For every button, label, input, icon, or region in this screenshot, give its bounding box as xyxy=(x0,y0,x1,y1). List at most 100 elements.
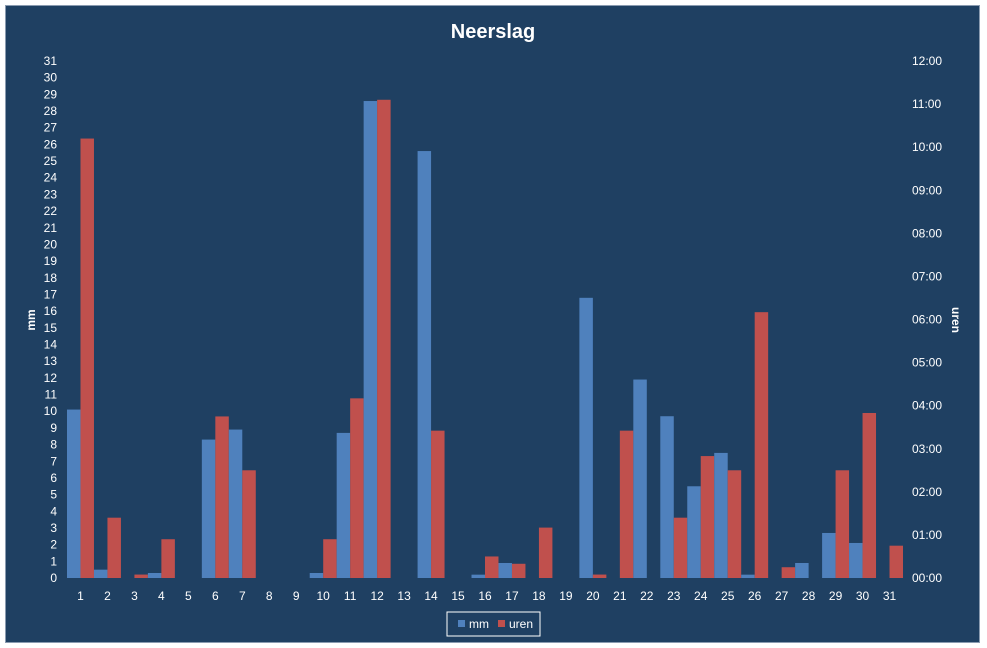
bar-mm xyxy=(633,379,647,578)
bar-uren xyxy=(242,470,256,578)
bar-uren xyxy=(781,567,796,578)
legend: mm uren xyxy=(446,611,541,637)
bar-mm xyxy=(336,432,351,578)
chart-frame xyxy=(5,5,980,643)
x-tick-label: 23 xyxy=(667,589,681,603)
bars-group xyxy=(67,99,903,579)
x-tick-label: 2 xyxy=(104,589,111,603)
bar-uren xyxy=(161,539,175,578)
x-tick-label: 10 xyxy=(317,589,331,603)
x-tick-label: 29 xyxy=(829,589,843,603)
x-tick-label: 7 xyxy=(239,589,246,603)
left-tick-label: 17 xyxy=(44,287,58,301)
x-tick-label: 30 xyxy=(856,589,870,603)
left-tick-label: 12 xyxy=(44,371,58,385)
right-tick-label: 10:00 xyxy=(912,140,942,154)
x-tick-label: 9 xyxy=(293,589,300,603)
bar-mm xyxy=(714,452,728,578)
left-tick-label: 7 xyxy=(50,454,57,468)
bar-mm xyxy=(201,439,216,578)
left-tick-label: 24 xyxy=(44,171,58,185)
left-tick-label: 27 xyxy=(44,121,58,135)
bar-uren xyxy=(323,539,337,578)
x-tick-label: 21 xyxy=(613,589,627,603)
chart-title: Neerslag xyxy=(451,21,536,43)
x-tick-label: 12 xyxy=(370,589,384,603)
right-tick-label: 03:00 xyxy=(912,442,942,456)
bar-mm xyxy=(849,542,863,578)
left-tick-label: 3 xyxy=(50,521,57,535)
left-tick-label: 2 xyxy=(50,538,57,552)
x-tick-label: 5 xyxy=(185,589,192,603)
x-tick-label: 4 xyxy=(158,589,165,603)
bar-uren xyxy=(727,470,742,578)
bar-mm xyxy=(228,429,243,578)
x-tick-label: 28 xyxy=(802,589,816,603)
right-tick-label: 12:00 xyxy=(912,54,942,68)
bar-mm xyxy=(579,297,593,578)
left-tick-label: 22 xyxy=(44,204,58,218)
right-tick-label: 07:00 xyxy=(912,269,942,283)
left-tick-label: 4 xyxy=(50,504,57,518)
left-tick-label: 26 xyxy=(44,137,58,151)
left-tick-label: 20 xyxy=(44,237,58,251)
bar-uren xyxy=(835,470,850,578)
legend-swatch-mm xyxy=(458,620,465,627)
right-tick-label: 06:00 xyxy=(912,313,942,327)
bar-mm xyxy=(795,562,809,578)
bar-mm xyxy=(93,569,108,578)
left-tick-label: 21 xyxy=(44,221,58,235)
legend-label-mm: mm xyxy=(469,617,489,631)
left-tick-label: 23 xyxy=(44,187,58,201)
bar-mm xyxy=(309,572,324,578)
x-tick-label: 6 xyxy=(212,589,219,603)
bar-uren xyxy=(862,412,877,578)
legend-swatch-uren xyxy=(498,620,505,627)
right-tick-label: 05:00 xyxy=(912,356,942,370)
left-tick-label: 25 xyxy=(44,154,58,168)
x-tick-label: 17 xyxy=(505,589,519,603)
left-tick-label: 11 xyxy=(45,388,58,402)
right-tick-label: 01:00 xyxy=(912,528,942,542)
bar-mm xyxy=(147,572,162,578)
x-tick-label: 16 xyxy=(478,589,492,603)
bar-mm xyxy=(363,101,378,578)
left-tick-label: 5 xyxy=(50,488,57,502)
left-axis-ticks: 0123456789101112131415161718192021222324… xyxy=(44,54,58,585)
bar-mm xyxy=(822,532,836,578)
bar-mm xyxy=(471,574,485,578)
bar-uren xyxy=(889,545,903,578)
x-tick-label: 19 xyxy=(559,589,573,603)
x-tick-label: 3 xyxy=(131,589,138,603)
right-tick-label: 08:00 xyxy=(912,226,942,240)
bar-uren xyxy=(673,517,688,578)
x-tick-label: 14 xyxy=(424,589,438,603)
x-tick-label: 18 xyxy=(532,589,546,603)
y-left-axis-title: mm xyxy=(24,309,38,330)
left-tick-label: 29 xyxy=(44,87,58,101)
left-tick-label: 14 xyxy=(44,338,58,352)
bar-mm xyxy=(67,409,81,578)
x-tick-label: 8 xyxy=(266,589,273,603)
bar-uren xyxy=(592,574,607,578)
bar-uren xyxy=(431,430,445,578)
bar-uren xyxy=(619,430,634,578)
x-tick-label: 24 xyxy=(694,589,708,603)
right-tick-label: 11:00 xyxy=(912,97,941,111)
right-tick-label: 02:00 xyxy=(912,485,942,499)
x-tick-label: 13 xyxy=(397,589,411,603)
x-tick-label: 15 xyxy=(451,589,465,603)
bar-mm xyxy=(660,416,674,578)
x-tick-label: 31 xyxy=(883,589,897,603)
x-tick-label: 1 xyxy=(77,589,84,603)
left-tick-label: 18 xyxy=(44,271,58,285)
left-tick-label: 31 xyxy=(44,54,58,68)
y-right-axis-title: uren xyxy=(949,307,963,333)
bar-uren xyxy=(377,99,391,579)
left-tick-label: 13 xyxy=(44,354,58,368)
bar-uren xyxy=(538,527,553,578)
legend-box xyxy=(446,611,541,637)
legend-label-uren: uren xyxy=(509,617,533,631)
right-tick-label: 04:00 xyxy=(912,399,942,413)
